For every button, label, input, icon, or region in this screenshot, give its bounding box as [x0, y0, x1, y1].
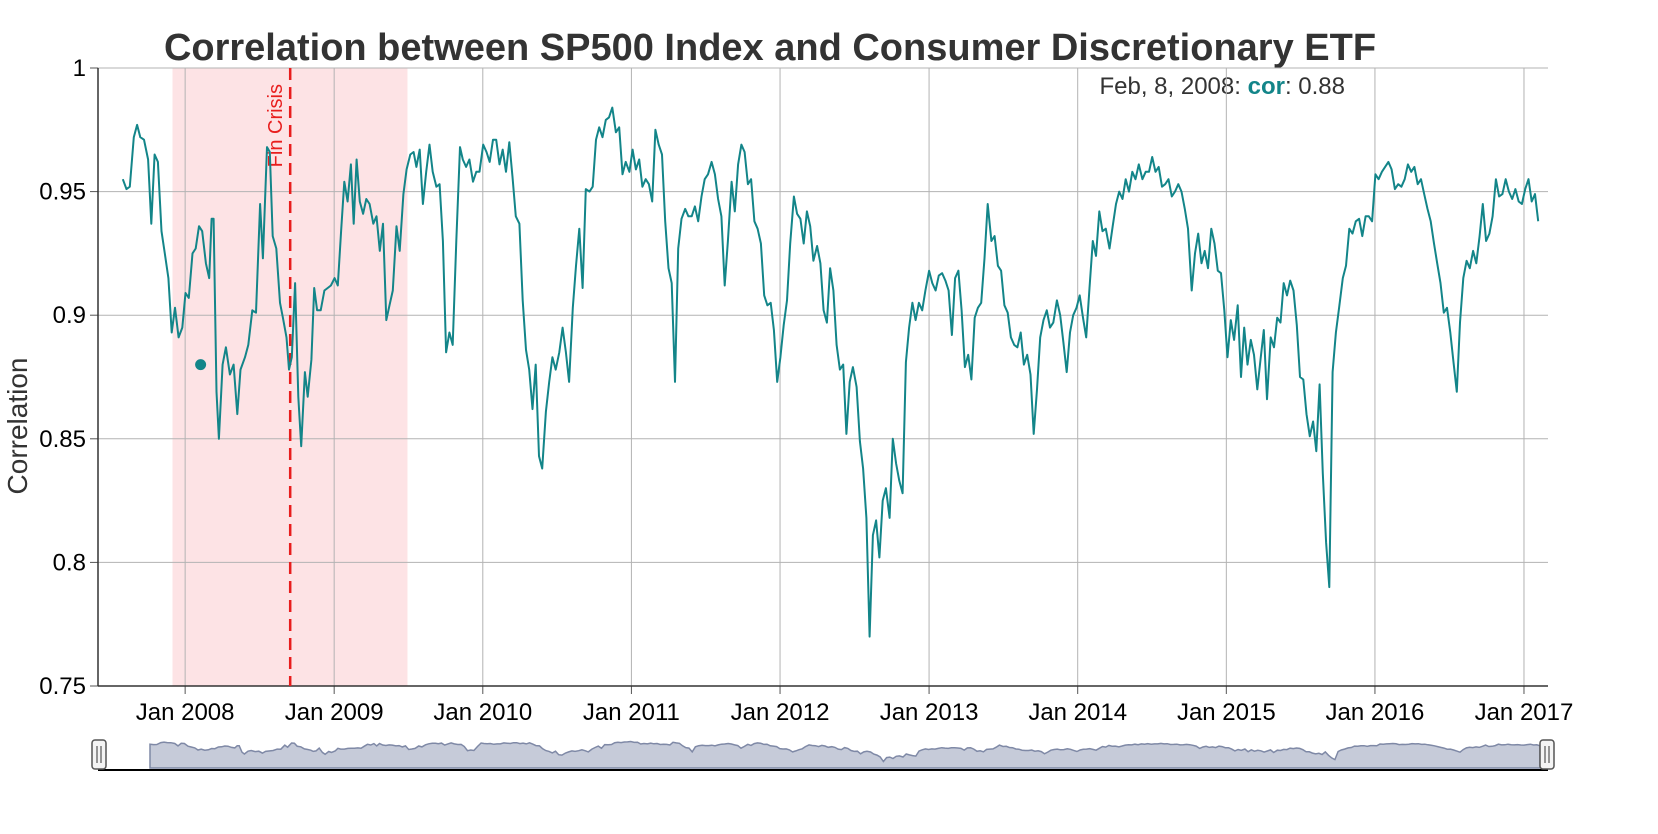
range-handle-left[interactable]: [91, 739, 107, 770]
plot-area[interactable]: 0.75 0.8 0.85 0.9 0.95 1 Jan 2008 Jan 2009 Jan 2…: [39, 55, 1573, 726]
x-tick-label: Jan 2014: [1028, 699, 1127, 726]
range-selector[interactable]: [91, 739, 1555, 771]
event-line-label: Fin Crisis: [265, 84, 287, 167]
y-tick-label: 0.8: [53, 549, 86, 576]
y-tick-label: 0.9: [53, 302, 86, 329]
range-handle-right-grip: [1539, 739, 1555, 770]
y-tick-label: 0.75: [39, 673, 86, 700]
x-tick-label: Jan 2011: [583, 699, 680, 726]
x-tick-label: Jan 2016: [1326, 699, 1425, 726]
x-tick-label: Jan 2009: [285, 699, 384, 726]
range-handle-left-grip: [91, 739, 107, 770]
legend-date: Feb, 8, 2008:: [1099, 73, 1240, 100]
x-tick-label: Jan 2010: [433, 699, 532, 726]
x-tick-label: Jan 2008: [136, 699, 235, 726]
y-axis-label: Correlation: [2, 358, 33, 495]
highlight-point: [195, 359, 207, 371]
hover-legend: Feb, 8, 2008: cor: 0.88: [1099, 73, 1345, 100]
y-tick-label: 0.85: [39, 426, 86, 453]
series-line-cor: [121, 106, 1540, 638]
legend-series-name: cor: [1248, 73, 1285, 100]
range-handle-right[interactable]: [1539, 739, 1555, 770]
chart-title: Correlation between SP500 Index and Cons…: [164, 27, 1376, 69]
range-selector-overview: [149, 740, 1541, 769]
x-tick-label: Jan 2012: [731, 699, 830, 726]
y-tick-label: 1: [73, 55, 86, 82]
x-tick-label: Jan 2017: [1475, 699, 1574, 726]
x-tick-label: Jan 2013: [880, 699, 979, 726]
legend-value: : 0.88: [1285, 73, 1345, 100]
y-tick-label: 0.95: [39, 179, 86, 206]
x-tick-label: Jan 2015: [1177, 699, 1276, 726]
